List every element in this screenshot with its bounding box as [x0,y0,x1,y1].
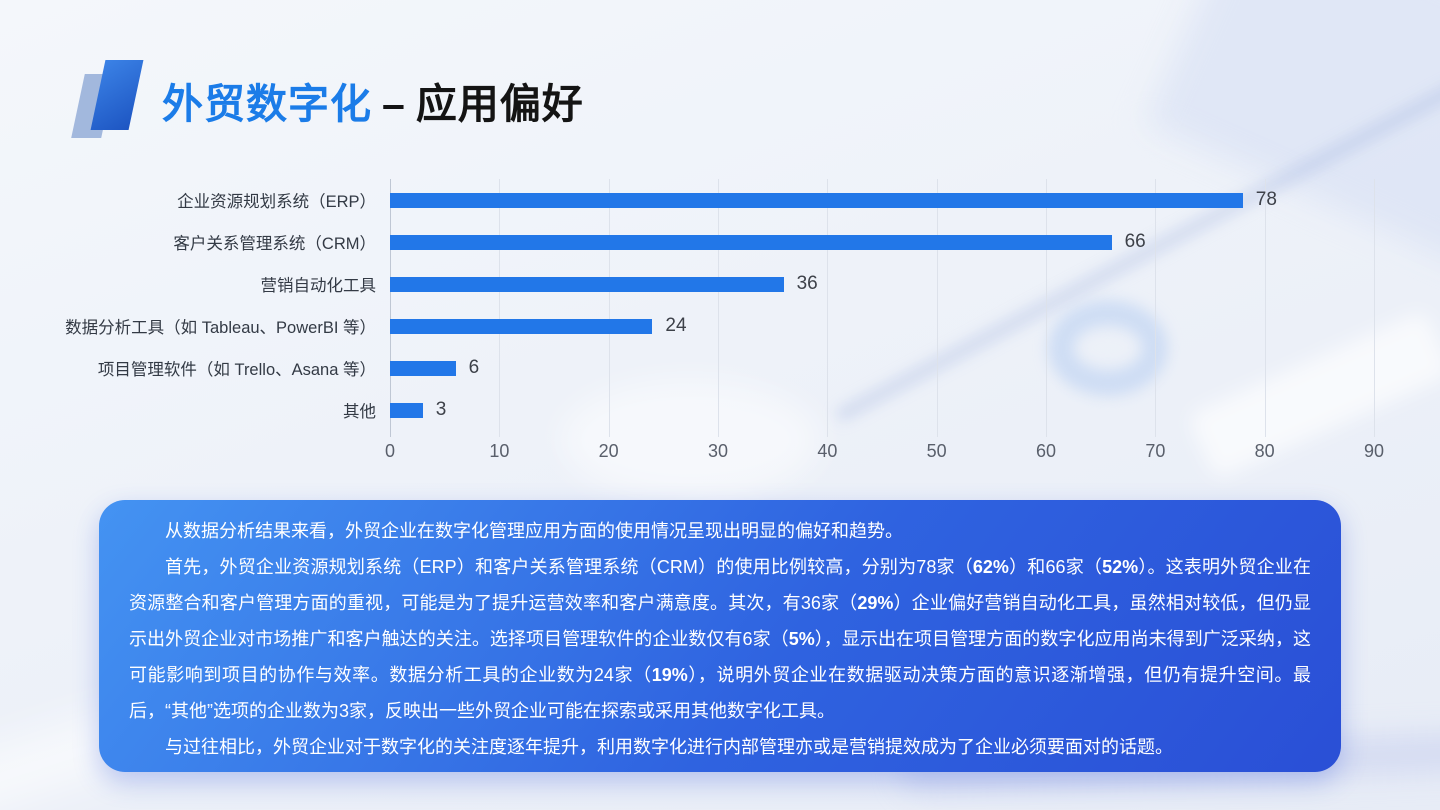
insight-stat-bold: 52% [1102,557,1139,577]
insight-stat-bold: 29% [857,593,894,613]
bar-value-label: 6 [468,357,480,378]
insight-paragraph: 与过往相比，外贸企业对于数字化的关注度逐年提升，利用数字化进行内部管理亦或是营销… [129,729,1311,765]
grid-line [1046,179,1047,437]
bar-rows: 78 66 36 24 6 3 [390,179,1374,431]
category-label: 营销自动化工具 [260,277,377,295]
bar-row: 6 [390,347,1374,389]
category-label: 项目管理软件（如 Trello、Asana 等） [97,361,376,379]
insight-stat-bold: 62% [972,557,1009,577]
bar [390,402,423,418]
grid-line [1374,179,1375,437]
grid-layer [390,179,1375,437]
axis-tick-label: 90 [1363,441,1385,461]
insight-text: 首先，外贸企业资源规划系统（ERP）和客户关系管理系统（CRM）的使用比例较高，… [165,557,973,577]
insight-text: ）。这表明外贸企业在资源整合和客户管理方面的重视，可能是为了提升运营效率和客户满… [129,557,1311,613]
bar [390,360,456,376]
grid-line [718,179,719,437]
bar-value-label: 3 [435,399,447,420]
grid-line [608,179,610,437]
axis-tick-label: 80 [1254,441,1275,461]
bar [390,276,784,292]
insight-panel: 从数据分析结果来看，外贸企业在数字化管理应用方面的使用情况呈现出明显的偏好和趋势… [99,500,1341,772]
bar-value-label: 78 [1255,189,1277,210]
bar-row: 24 [390,305,1374,347]
category-labels: 企业资源规划系统（ERP） 客户关系管理系统（CRM） 营销自动化工具数据分析工具（… [38,179,390,471]
grid-line [936,179,938,437]
category-label: 客户关系管理系统（CRM） [173,235,376,253]
axis-tick-label: 40 [817,441,838,461]
insight-text: ），说明外贸企业在数据驱动决策方面的意识逐渐增强，但仍有提升空间。最后，“其他”… [129,665,1311,721]
bar-row: 3 [390,389,1374,431]
grid-line [827,179,829,437]
axis-tick-label: 0 [384,441,396,461]
accent-parallelogram-front-icon [90,60,144,130]
plot-area: 78 66 36 24 6 3 0 10 20 30 40 50 60 70 80 90 [385,179,1384,471]
bar-row: 36 [390,263,1374,305]
bar-value-label: 36 [796,273,818,294]
bar [390,318,653,334]
category-label: 其他 [343,403,376,421]
grid-line [1155,179,1157,437]
title-row: 外贸数字化 – 应用偏好 [71,60,584,140]
title-highlight: 外贸数字化 [162,81,372,127]
insight-text: ）和66家（ [1008,557,1103,577]
insight-paragraph: 从数据分析结果来看，外贸企业在数字化管理应用方面的使用情况呈现出明显的偏好和趋势… [129,513,1311,549]
bar [390,192,1243,208]
bar-value-label: 66 [1124,231,1146,252]
bar [390,234,1112,250]
insight-paragraph: 首先，外贸企业资源规划系统（ERP）和客户关系管理系统（CRM）的使用比例较高，… [129,549,1311,729]
title-separator: – [382,81,406,127]
grid-line [499,179,501,437]
insight-stat-bold: 19% [651,665,688,685]
axis-tick-label: 60 [1035,441,1057,461]
axis-tick-label: 70 [1145,441,1166,461]
x-axis: 0 10 20 30 40 50 60 70 80 90 [385,441,1384,471]
page-title: 外贸数字化 – 应用偏好 [162,70,584,130]
bar-row: 78 [390,179,1374,221]
bar-value-label: 24 [665,315,687,336]
category-label: 企业资源规划系统（ERP） [177,193,376,211]
insight-stat-bold: 5% [788,629,815,649]
grid-line [1264,179,1266,437]
axis-tick-label: 10 [489,441,510,461]
bar-chart: 企业资源规划系统（ERP） 客户关系管理系统（CRM） 营销自动化工具数据分析工具（… [38,179,1384,471]
axis-tick-label: 50 [926,441,947,461]
insight-text: ），显示出在项目管理方面的数字化应用尚未得到广泛采纳，这可能影响到项目的协作与效… [129,629,1311,685]
axis-tick-label: 20 [598,441,619,461]
bar-row: 66 [390,221,1374,263]
category-label: 数据分析工具（如 Tableau、PowerBI 等） [65,319,376,337]
axis-line [390,179,391,437]
axis-tick-label: 30 [707,441,729,461]
insight-text: 从数据分析结果来看，外贸企业在数字化管理应用方面的使用情况呈现出明显的偏好和趋势… [165,521,903,541]
title-rest: 应用偏好 [415,81,584,127]
insight-text: 与过往相比，外贸企业对于数字化的关注度逐年提升，利用数字化进行内部管理亦或是营销… [165,737,1173,757]
insight-text: ）企业偏好营销自动化工具，虽然相对较低，但仍显示出外贸企业对市场推广和客户触达的… [129,593,1311,649]
title-accent-icon [71,60,144,140]
